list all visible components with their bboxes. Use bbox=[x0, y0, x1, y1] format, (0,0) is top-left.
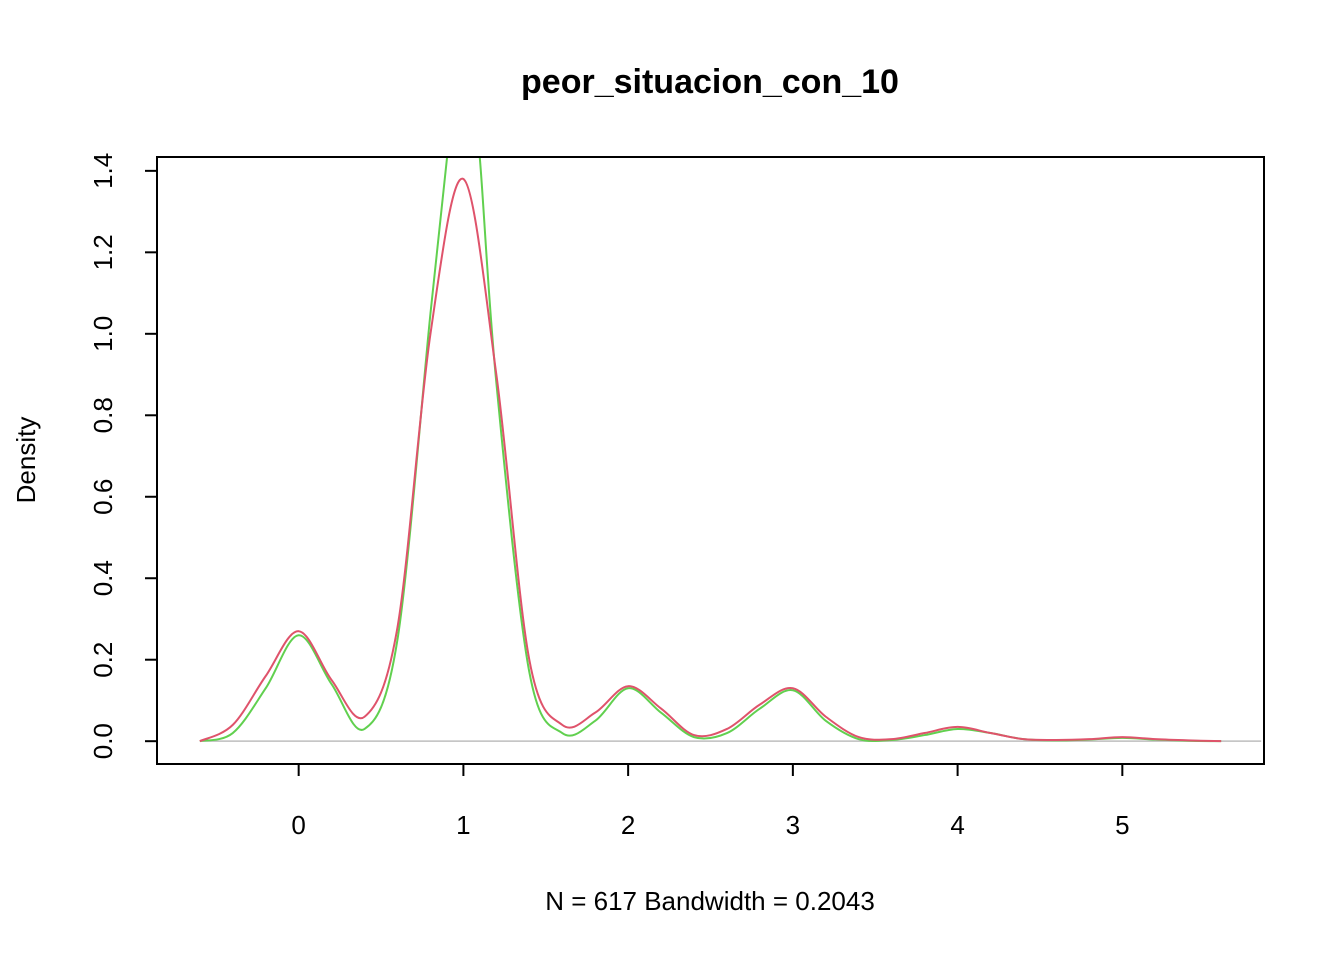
plot-frame bbox=[156, 156, 1265, 765]
x-tick-label: 3 bbox=[786, 810, 800, 840]
y-tick-label: 1.0 bbox=[88, 316, 118, 352]
x-tick-label: 0 bbox=[291, 810, 305, 840]
y-tick-label: 0.2 bbox=[88, 642, 118, 678]
y-tick-label: 1.2 bbox=[88, 234, 118, 270]
y-tick-label: 1.4 bbox=[88, 153, 118, 189]
y-tick-label: 0.4 bbox=[88, 560, 118, 596]
density-curve-1 bbox=[199, 157, 1222, 743]
y-axis: 0.0 0.2 0.4 0.6 0.8 1.0 1.2 1.4 bbox=[88, 153, 158, 759]
y-axis-label: Density bbox=[11, 417, 41, 504]
y-tick-label: 0.8 bbox=[88, 397, 118, 433]
x-tick-label: 5 bbox=[1115, 810, 1129, 840]
y-tick-label: 0.6 bbox=[88, 479, 118, 515]
x-tick-label: 2 bbox=[621, 810, 635, 840]
y-tick-label: 0.0 bbox=[88, 723, 118, 759]
x-tick-label: 1 bbox=[456, 810, 470, 840]
x-axis-label: N = 617 Bandwidth = 0.2043 bbox=[545, 886, 875, 916]
x-tick-label: 4 bbox=[950, 810, 964, 840]
x-axis: 0 1 2 3 4 5 bbox=[291, 763, 1130, 840]
chart-title: peor_situacion_con_10 bbox=[521, 63, 899, 101]
density-curve-0 bbox=[199, 177, 1222, 743]
series-layer bbox=[199, 157, 1222, 743]
